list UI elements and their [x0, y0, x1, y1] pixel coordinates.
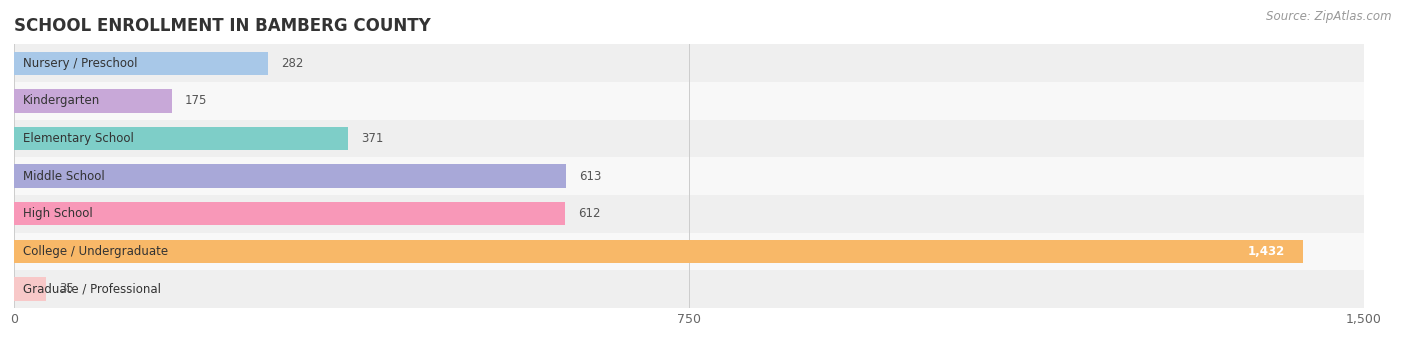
Text: 35: 35	[59, 282, 73, 295]
Text: 282: 282	[281, 57, 304, 70]
Text: 613: 613	[579, 170, 602, 183]
Bar	[14, 195, 1364, 233]
Text: Nursery / Preschool: Nursery / Preschool	[22, 57, 138, 70]
Bar	[14, 202, 565, 225]
Bar	[14, 233, 1364, 270]
Text: Graduate / Professional: Graduate / Professional	[22, 282, 162, 295]
Text: 371: 371	[361, 132, 384, 145]
Bar	[14, 270, 1364, 308]
Bar	[14, 165, 565, 188]
Bar	[14, 89, 172, 113]
Text: SCHOOL ENROLLMENT IN BAMBERG COUNTY: SCHOOL ENROLLMENT IN BAMBERG COUNTY	[14, 16, 430, 35]
Text: 612: 612	[578, 207, 600, 220]
Text: High School: High School	[22, 207, 93, 220]
Text: 1,432: 1,432	[1247, 245, 1285, 258]
Text: Kindergarten: Kindergarten	[22, 94, 100, 107]
Bar	[14, 240, 1302, 263]
Text: 175: 175	[186, 94, 208, 107]
Text: College / Undergraduate: College / Undergraduate	[22, 245, 169, 258]
Text: Middle School: Middle School	[22, 170, 105, 183]
Bar	[14, 120, 1364, 157]
Bar	[14, 277, 45, 301]
Bar	[14, 52, 267, 75]
Bar	[14, 82, 1364, 120]
Text: Elementary School: Elementary School	[22, 132, 134, 145]
Bar	[14, 127, 347, 150]
Text: Source: ZipAtlas.com: Source: ZipAtlas.com	[1267, 10, 1392, 23]
Bar	[14, 44, 1364, 82]
Bar	[14, 157, 1364, 195]
